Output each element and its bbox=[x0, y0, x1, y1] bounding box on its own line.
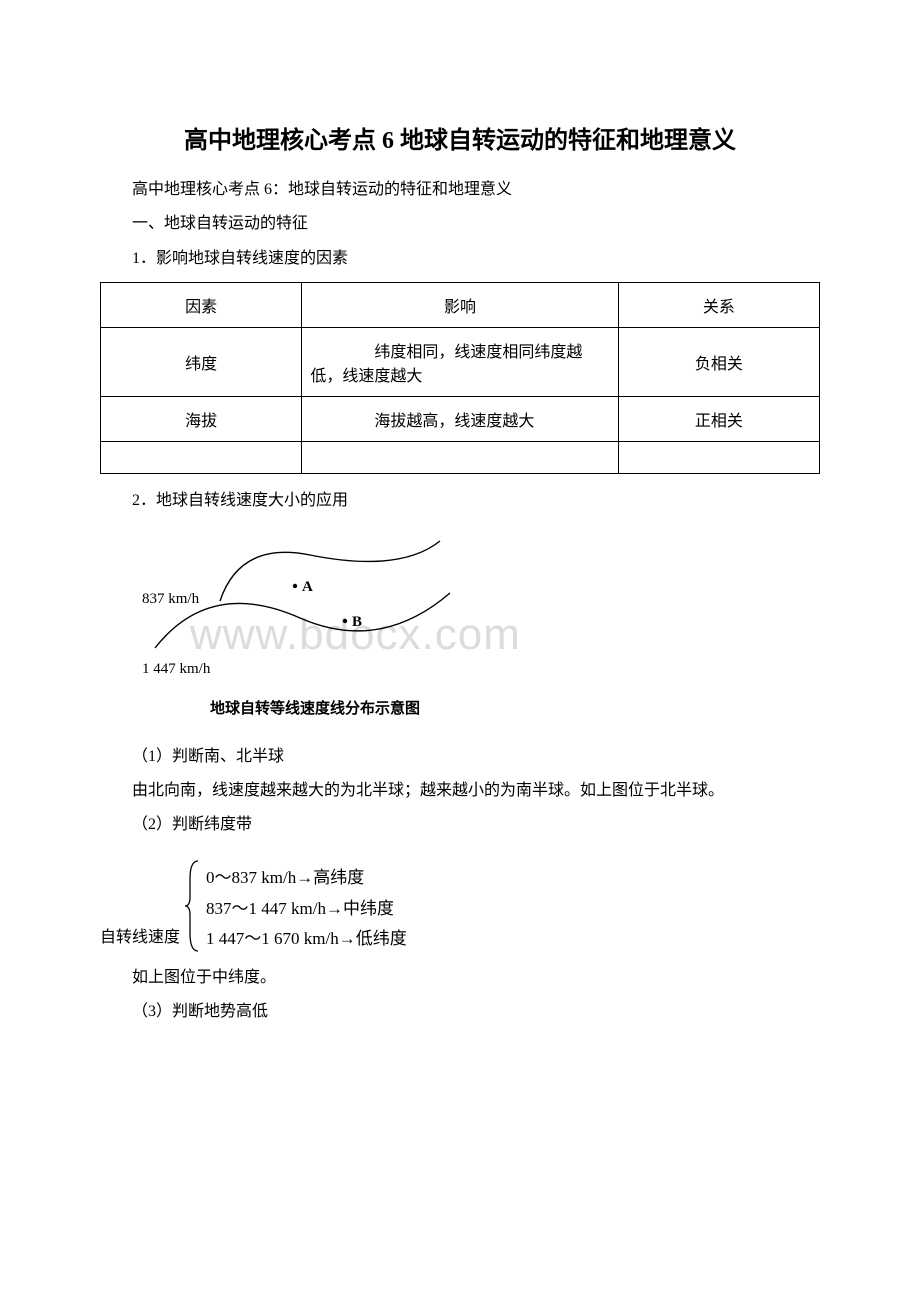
label-1447: 1 447 km/h bbox=[142, 661, 211, 677]
subtitle: 高中地理核心考点 6：地球自转运动的特征和地理意义 bbox=[100, 175, 820, 205]
factors-table: 因素 影响 关系 纬度 纬度相同，线速度相同纬度越低，线速度越大 负相关 海拔 … bbox=[100, 282, 820, 474]
sub2-text: 如上图位于中纬度。 bbox=[100, 963, 820, 993]
table-cell bbox=[302, 442, 618, 474]
diagram-svg: A B 837 km/h 1 447 km/h bbox=[140, 533, 480, 693]
table-cell: 纬度相同，线速度相同纬度越低，线速度越大 bbox=[302, 328, 618, 397]
curve-lower bbox=[155, 593, 450, 648]
point2: 2．地球自转线速度大小的应用 bbox=[100, 486, 820, 516]
point-a-label: A bbox=[302, 579, 313, 595]
sub3-title: （3）判断地势高低 bbox=[100, 997, 820, 1027]
curve-upper bbox=[220, 541, 440, 601]
table-cell: 海拔越高，线速度越大 bbox=[302, 397, 618, 442]
table-row: 纬度 纬度相同，线速度相同纬度越低，线速度越大 负相关 bbox=[101, 328, 820, 397]
velocity-diagram: A B 837 km/h 1 447 km/h 地球自转等线速度线分布示意图 bbox=[140, 533, 820, 718]
point-b-label: B bbox=[352, 614, 362, 630]
brace-block: 自转线速度 0～837 km/h→高纬度 837～1 447 km/h→中纬度 … bbox=[100, 857, 820, 955]
point-a-dot bbox=[293, 583, 297, 587]
table-header: 影响 bbox=[302, 283, 618, 328]
brace-lines: 0～837 km/h→高纬度 837～1 447 km/h→中纬度 1 447～… bbox=[206, 863, 407, 955]
brace-label: 自转线速度 bbox=[100, 923, 180, 955]
table-cell: 正相关 bbox=[618, 397, 819, 442]
page-title: 高中地理核心考点 6 地球自转运动的特征和地理意义 bbox=[100, 120, 820, 155]
brace-icon bbox=[184, 857, 202, 955]
brace-line: 0～837 km/h→高纬度 bbox=[206, 863, 407, 894]
section1-heading: 一、地球自转运动的特征 bbox=[100, 209, 820, 239]
label-837: 837 km/h bbox=[142, 591, 200, 607]
table-cell bbox=[618, 442, 819, 474]
table-cell bbox=[101, 442, 302, 474]
table-header: 因素 bbox=[101, 283, 302, 328]
point-b-dot bbox=[343, 618, 347, 622]
sub1-text: 由北向南，线速度越来越大的为北半球；越来越小的为南半球。如上图位于北半球。 bbox=[100, 776, 820, 806]
brace-line: 837～1 447 km/h→中纬度 bbox=[206, 894, 407, 925]
brace-line: 1 447～1 670 km/h→低纬度 bbox=[206, 924, 407, 955]
sub1-title: （1）判断南、北半球 bbox=[100, 742, 820, 772]
sub2-title: （2）判断纬度带 bbox=[100, 810, 820, 840]
table-row: 海拔 海拔越高，线速度越大 正相关 bbox=[101, 397, 820, 442]
diagram-caption: 地球自转等线速度线分布示意图 bbox=[210, 697, 820, 718]
table-cell: 纬度 bbox=[101, 328, 302, 397]
point1: 1．影响地球自转线速度的因素 bbox=[100, 244, 820, 274]
table-header: 关系 bbox=[618, 283, 819, 328]
table-cell: 海拔 bbox=[101, 397, 302, 442]
table-row bbox=[101, 442, 820, 474]
table-cell: 负相关 bbox=[618, 328, 819, 397]
document-content: 高中地理核心考点 6 地球自转运动的特征和地理意义 高中地理核心考点 6：地球自… bbox=[100, 120, 820, 1028]
